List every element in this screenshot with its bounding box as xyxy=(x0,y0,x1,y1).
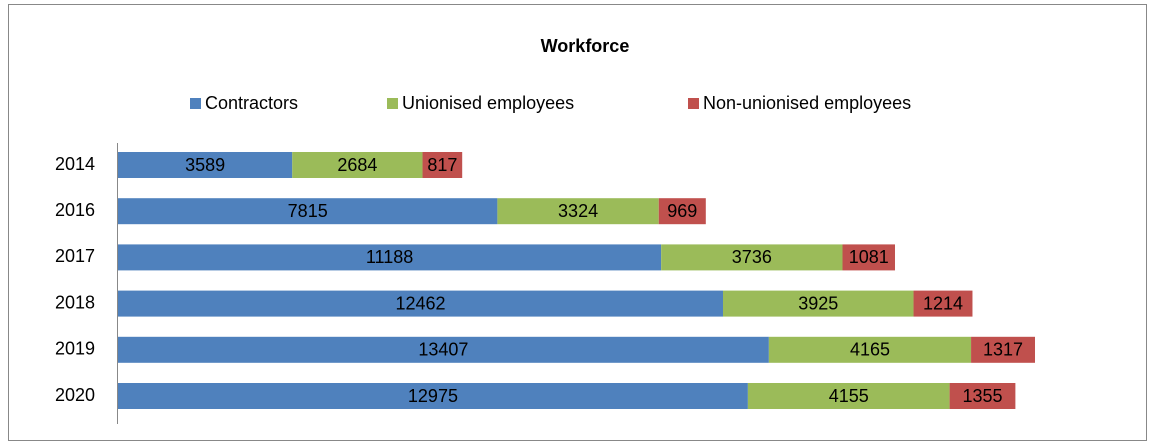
y-tick-label: 2020 xyxy=(55,385,95,405)
bar-segment xyxy=(118,336,769,363)
bar-segment xyxy=(118,383,748,409)
data-label: 12975 xyxy=(408,386,458,406)
bar-segment xyxy=(658,198,706,225)
y-tick-label: 2019 xyxy=(55,339,95,359)
y-tick-label: 2017 xyxy=(55,246,95,266)
bar-segment xyxy=(747,383,950,409)
legend-label: Contractors xyxy=(205,93,298,113)
bar-segment xyxy=(768,336,972,363)
bar-segment xyxy=(292,152,423,178)
y-tick-label: 2014 xyxy=(55,154,95,174)
bar-segment xyxy=(118,290,723,317)
data-label: 2684 xyxy=(337,155,377,175)
bar-segment xyxy=(118,152,293,178)
data-label: 3324 xyxy=(558,201,598,221)
data-label: 969 xyxy=(667,201,697,221)
bar-segment xyxy=(661,244,843,271)
bar-segment xyxy=(722,290,914,317)
bar-segment xyxy=(118,198,498,225)
bar-segment xyxy=(118,244,662,271)
data-label: 3925 xyxy=(798,293,838,313)
data-label: 1081 xyxy=(849,247,889,267)
data-label: 1317 xyxy=(983,340,1023,360)
data-label: 3736 xyxy=(732,247,772,267)
data-label: 11188 xyxy=(366,247,413,267)
data-label: 1214 xyxy=(923,293,963,313)
legend-swatch xyxy=(688,98,699,109)
bar-segment xyxy=(971,336,1035,363)
data-label: 7815 xyxy=(288,201,328,221)
y-tick-label: 2016 xyxy=(55,200,95,220)
data-label: 817 xyxy=(427,155,457,175)
legend-swatch xyxy=(387,98,398,109)
bar-segment xyxy=(842,244,895,271)
data-label: 4165 xyxy=(850,340,890,360)
bar-segment xyxy=(497,198,659,225)
bar-segment xyxy=(949,383,1016,409)
data-label: 1355 xyxy=(962,386,1002,406)
data-label: 4155 xyxy=(829,386,869,406)
data-label: 12462 xyxy=(395,293,445,313)
legend-swatch xyxy=(190,98,201,109)
chart-title: Workforce xyxy=(541,36,630,56)
legend-label: Unionised employees xyxy=(402,93,574,113)
legend-label: Non-unionised employees xyxy=(703,93,911,113)
data-label: 13407 xyxy=(418,340,468,360)
data-label: 3589 xyxy=(185,155,225,175)
bar-segment xyxy=(913,290,973,317)
y-tick-label: 2018 xyxy=(55,292,95,312)
bar-segment xyxy=(422,152,463,178)
